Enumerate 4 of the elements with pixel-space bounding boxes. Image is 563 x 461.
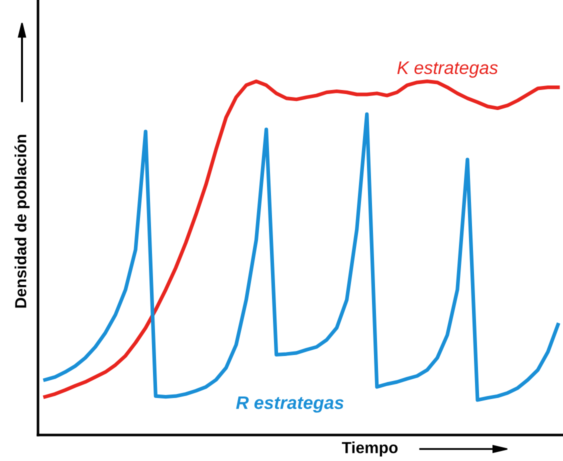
series-label: R estrategas bbox=[236, 396, 344, 413]
y-axis-title: Densidad de población bbox=[14, 134, 30, 308]
x-axis-title: Tiempo bbox=[342, 442, 398, 456]
series-label: K estrategas bbox=[397, 62, 498, 78]
